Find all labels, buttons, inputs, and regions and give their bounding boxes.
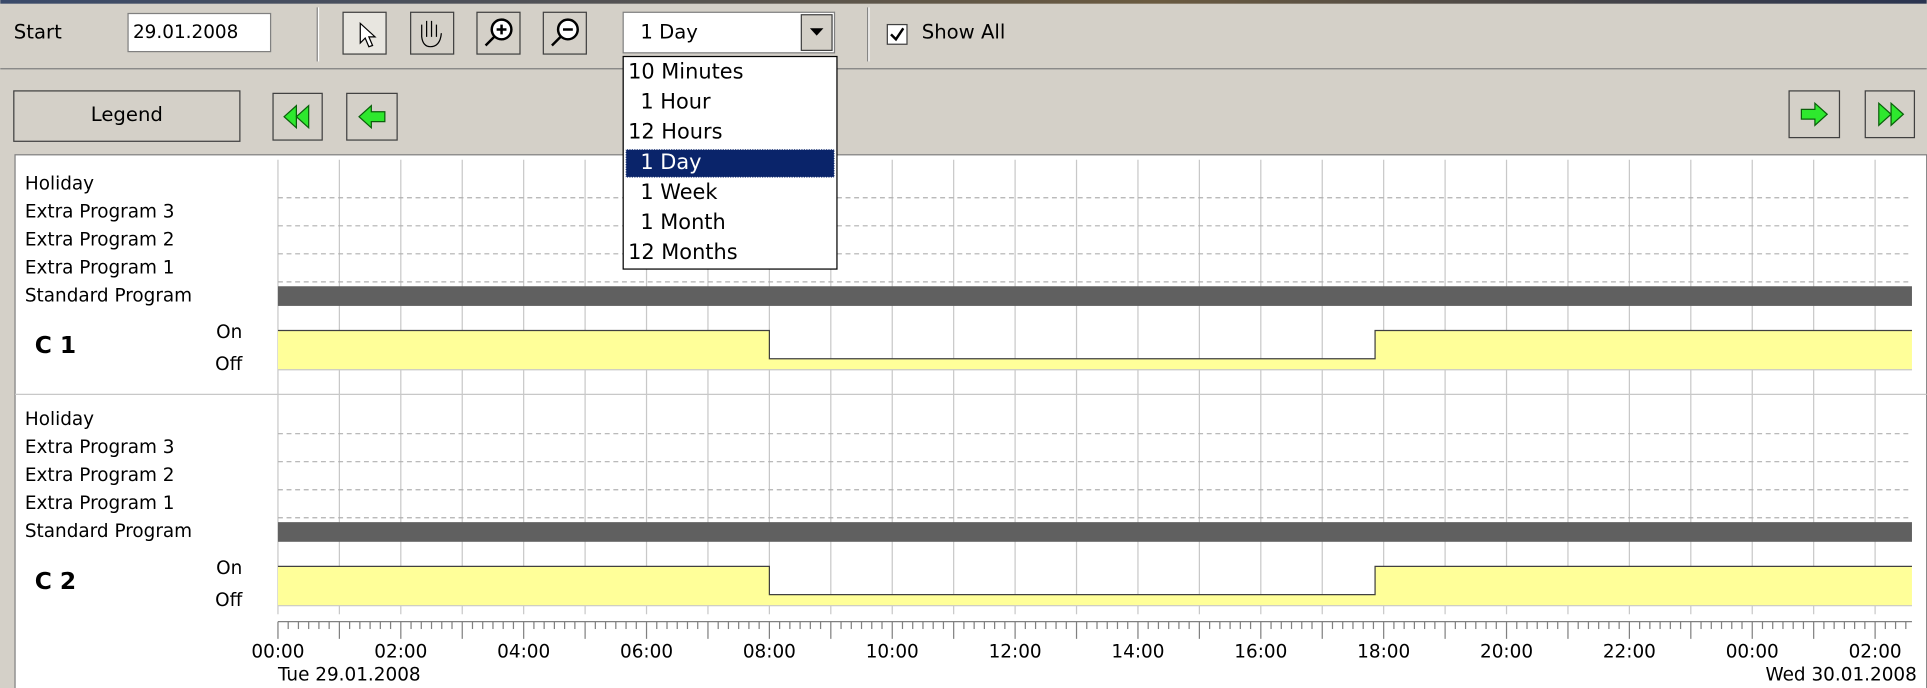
time-label: 14:00 (1111, 641, 1164, 662)
off-label: Off (215, 590, 243, 611)
start-label: Start (14, 21, 62, 44)
time-axis: 00:00 02:00 04:00 06:00 08:00 10:00 12:00 14:00… (251, 621, 1917, 686)
time-label: 12:00 (989, 641, 1042, 662)
row-label: Standard Program (25, 521, 192, 542)
row-label: Extra Program 1 (25, 493, 175, 514)
channels: Holiday Extra Program 3 Extra Program 2 Ext… (15, 173, 1927, 611)
time-label: 04:00 (497, 641, 550, 662)
state-area (277, 566, 1912, 606)
start-date: Tue 29.01.2008 (277, 665, 421, 686)
dropdown-option[interactable]: 10 Minutes (628, 59, 743, 83)
time-label: 16:00 (1234, 641, 1287, 662)
time-label: 00:00 (251, 641, 304, 662)
legend-button[interactable] (13, 90, 241, 142)
row-label: Extra Program 2 (25, 465, 175, 486)
time-label: 22:00 (1603, 641, 1656, 662)
time-label: 00:00 (1726, 641, 1779, 662)
next-button[interactable] (1788, 90, 1841, 139)
last-button[interactable] (1864, 90, 1916, 139)
pan-button[interactable] (410, 11, 455, 55)
dropdown-option[interactable]: 1 Week (640, 180, 718, 204)
show-all-checkbox[interactable] (886, 23, 908, 45)
show-all-label: Show All (922, 21, 1006, 44)
standard-program-bar (277, 522, 1912, 542)
time-label: 20:00 (1480, 641, 1533, 662)
range-combo[interactable] (622, 11, 836, 54)
state-line (277, 329, 1912, 360)
row-label: Holiday (25, 409, 94, 430)
pointer-button[interactable] (342, 11, 387, 55)
date-value: 29.01.2008 (133, 22, 238, 43)
time-label: 08:00 (743, 641, 796, 662)
row-label: Extra Program 3 (25, 437, 175, 458)
on-label: On (216, 322, 242, 343)
chart-panel (14, 154, 1927, 688)
time-label: 06:00 (620, 641, 673, 662)
prev-button[interactable] (346, 92, 398, 141)
row-label: Holiday (25, 173, 94, 194)
legend-button-label: Legend (91, 103, 163, 126)
time-label: 02:00 (374, 641, 427, 662)
dropdown-option[interactable]: 12 Months (628, 240, 738, 264)
range-value: 1 Day (640, 21, 698, 44)
dropdown-option[interactable]: 1 Hour (640, 90, 711, 114)
on-label: On (216, 558, 242, 579)
row-label: Extra Program 2 (25, 229, 175, 250)
off-label: Off (215, 354, 243, 375)
standard-program-bar (277, 286, 1912, 306)
date-input[interactable] (127, 12, 272, 53)
row-label: Extra Program 1 (25, 257, 175, 278)
dropdown-option[interactable]: 12 Hours (628, 120, 722, 144)
zoom-out-button[interactable] (542, 11, 587, 55)
channel-name: C 2 (35, 567, 76, 595)
row-label: Extra Program 3 (25, 201, 175, 222)
state-area (277, 330, 1912, 370)
end-date: Wed 30.01.2008 (1765, 665, 1916, 686)
dropdown-option[interactable]: 1 Month (640, 210, 725, 234)
row-label: Standard Program (25, 285, 192, 306)
first-button[interactable] (272, 92, 323, 141)
time-label: 18:00 (1357, 641, 1410, 662)
zoom-in-button[interactable] (476, 11, 521, 55)
time-label: 10:00 (866, 641, 919, 662)
title-strip (0, 0, 1927, 4)
range-dropdown: 10 Minutes 1 Hour 12 Hours 1 Day 1 Week 1 Mon… (622, 55, 838, 270)
channel-name: C 1 (35, 331, 76, 359)
dropdown-option[interactable]: 1 Day (640, 150, 701, 174)
time-label: 02:00 (1849, 641, 1902, 662)
dropdown-highlight (625, 148, 836, 179)
state-line (277, 565, 1912, 596)
